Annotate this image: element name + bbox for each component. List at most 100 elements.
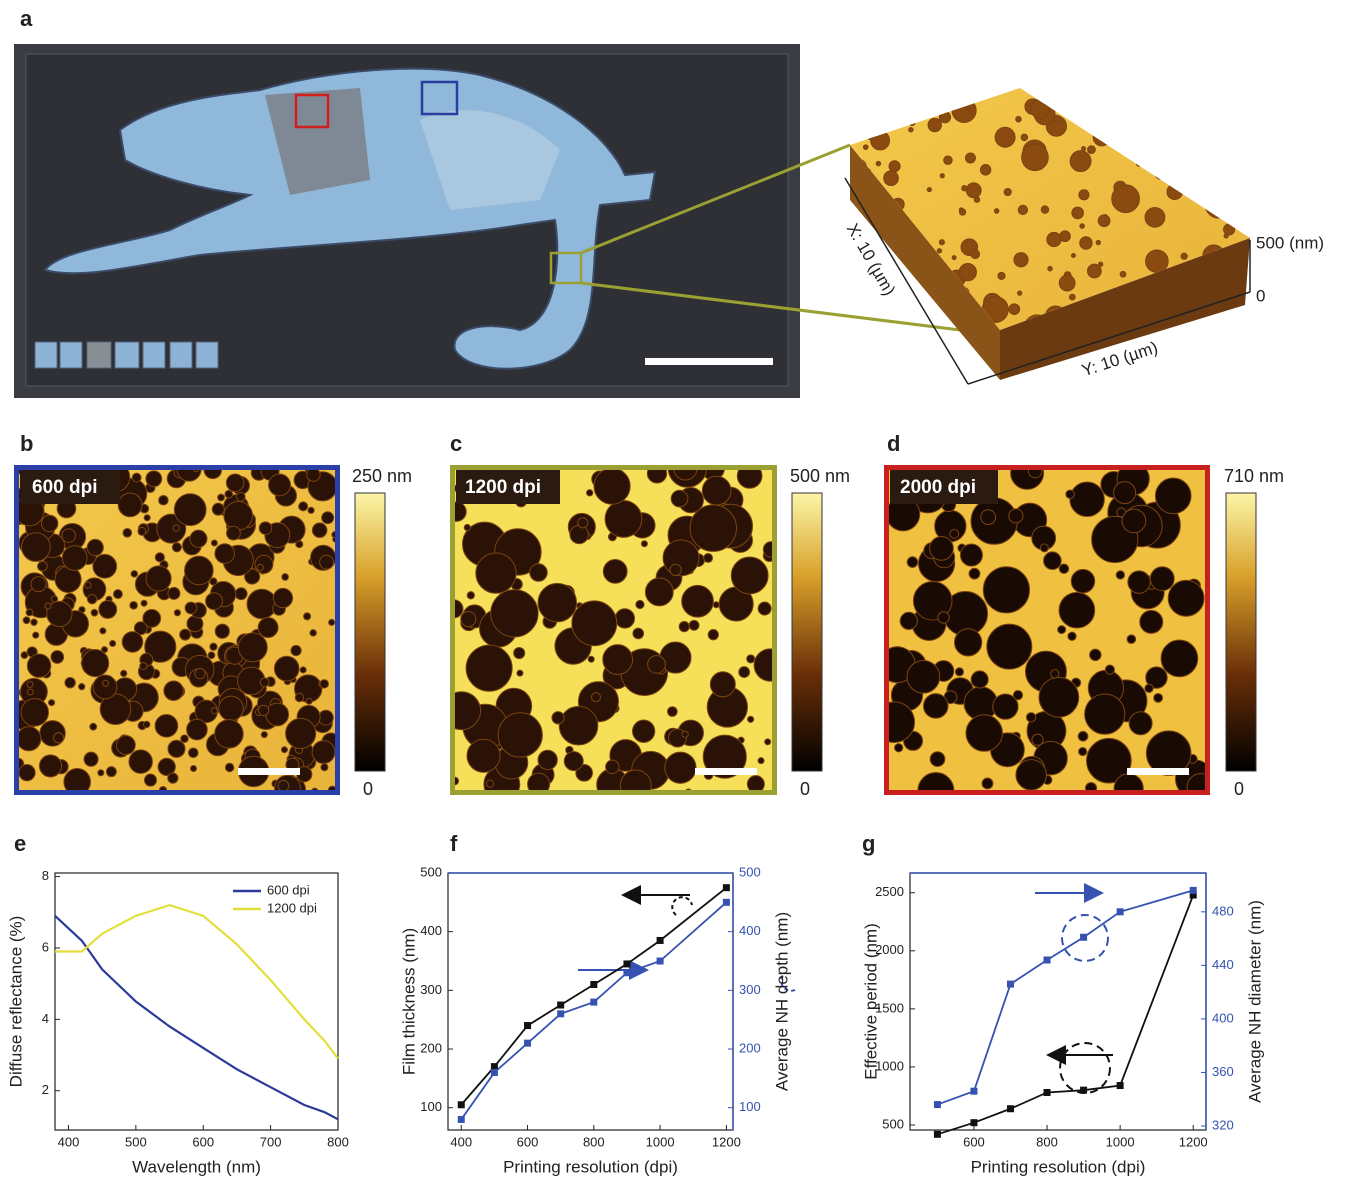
pore	[872, 109, 889, 126]
pore	[116, 736, 135, 755]
pore	[1145, 684, 1153, 692]
pore	[939, 240, 944, 245]
pore	[987, 624, 1032, 669]
pore	[927, 187, 931, 191]
pore	[1059, 564, 1068, 573]
marker	[1044, 1089, 1051, 1096]
pore	[461, 611, 476, 626]
pore	[93, 675, 117, 699]
pore	[605, 501, 642, 538]
pore	[930, 752, 945, 767]
pore	[215, 544, 235, 564]
pore	[278, 780, 289, 791]
pore	[1150, 567, 1174, 591]
pore	[1092, 87, 1100, 95]
pore	[23, 617, 30, 624]
pore	[113, 590, 122, 599]
pore	[871, 131, 890, 150]
pore	[210, 578, 217, 585]
y2-tick-label: 300	[739, 982, 761, 997]
pore	[994, 209, 999, 214]
pore	[1114, 482, 1136, 504]
pore	[238, 633, 267, 662]
pore	[959, 263, 976, 280]
pore	[172, 543, 181, 552]
pore	[79, 684, 85, 690]
pore	[962, 186, 967, 191]
pore	[1085, 694, 1125, 734]
x-tick-label: 400	[450, 1134, 472, 1149]
afm-3d: 500 (nm) 0 X: 10 (µm) Y: 10 (µm)	[843, 78, 1324, 384]
pore	[1155, 166, 1169, 180]
marker	[623, 969, 630, 976]
pore	[632, 720, 654, 742]
x-tick-label: 1000	[646, 1134, 675, 1149]
pore	[187, 719, 208, 740]
pore	[310, 630, 316, 636]
pore	[466, 645, 512, 691]
pore	[144, 515, 150, 521]
pore	[258, 705, 268, 715]
pore	[27, 654, 50, 677]
pore	[971, 671, 988, 688]
pore	[1079, 747, 1087, 755]
legend-label: 600 dpi	[267, 882, 310, 897]
pore	[665, 752, 696, 783]
pore	[645, 578, 673, 606]
pore	[933, 91, 938, 96]
pore	[300, 667, 306, 673]
pore	[121, 670, 127, 676]
pore	[1068, 632, 1076, 640]
pore	[224, 501, 253, 530]
pore	[909, 127, 913, 131]
y2-tick-label: 480	[1212, 903, 1234, 918]
pore	[123, 529, 132, 538]
pore	[1105, 665, 1114, 674]
pore	[318, 710, 333, 725]
pore	[1110, 120, 1121, 131]
pore	[1146, 250, 1169, 273]
pore	[966, 107, 970, 111]
pore	[218, 494, 225, 501]
marker	[723, 899, 730, 906]
pore	[322, 512, 334, 524]
pore	[912, 283, 920, 291]
pore	[143, 721, 149, 727]
pore	[19, 765, 35, 781]
pore	[41, 515, 57, 531]
pore	[62, 546, 87, 571]
pore	[143, 609, 161, 627]
pore	[690, 505, 736, 551]
pore	[865, 104, 886, 125]
pore	[1127, 635, 1136, 644]
x-tick-label: 1200	[1179, 1134, 1208, 1149]
pore	[274, 656, 299, 681]
pore	[321, 764, 328, 771]
pore	[641, 541, 647, 547]
pore	[952, 256, 956, 260]
pore	[299, 502, 308, 511]
pore	[1004, 188, 1011, 195]
pore	[940, 174, 944, 178]
pore	[765, 739, 771, 745]
pore	[1018, 205, 1027, 214]
y2-tick-label: 200	[739, 1040, 761, 1055]
pore	[1081, 147, 1085, 151]
pore	[1080, 237, 1092, 249]
y-tick-label: 500	[882, 1116, 904, 1131]
pore	[1026, 713, 1035, 722]
pore	[146, 471, 162, 487]
pore	[1071, 569, 1095, 593]
pore	[130, 602, 138, 610]
pore	[90, 723, 97, 730]
pore	[266, 703, 289, 726]
pore	[22, 533, 51, 562]
afm-map: 2000 dpi 710 nm 0	[874, 456, 1284, 808]
marker	[491, 1069, 498, 1076]
pore	[1179, 173, 1186, 180]
pore	[538, 583, 577, 622]
pore	[1041, 206, 1048, 213]
z-label: 0	[1256, 286, 1265, 305]
pore	[1114, 774, 1143, 803]
panel-label: e	[14, 831, 26, 856]
